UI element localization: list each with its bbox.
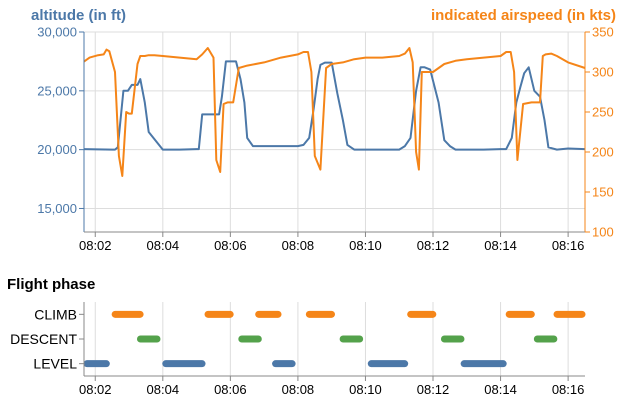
phase-segments bbox=[83, 310, 586, 368]
right-y-tick-label: 250 bbox=[592, 105, 614, 120]
left-axis-label: altitude (in ft) bbox=[31, 7, 126, 24]
top-series bbox=[83, 47, 586, 177]
top-grid bbox=[84, 31, 585, 232]
right-axis-label: indicated airspeed (in kts) bbox=[431, 7, 616, 24]
phase-label-climb: CLIMB bbox=[34, 306, 77, 322]
top-x-tick-label: 08:08 bbox=[282, 238, 315, 253]
left-y-tick-label: 25,000 bbox=[37, 83, 77, 98]
left-y-tick-label: 20,000 bbox=[37, 142, 77, 157]
airspeed-line bbox=[83, 47, 586, 177]
phase-label-level: LEVEL bbox=[33, 356, 77, 372]
right-y-tick-label: 200 bbox=[592, 145, 614, 160]
top-x-tick-label: 08:10 bbox=[349, 238, 382, 253]
right-y-tick-label: 350 bbox=[592, 25, 614, 40]
right-y-tick-label: 300 bbox=[592, 65, 614, 80]
phase-label-descent: DESCENT bbox=[10, 331, 77, 347]
left-y-tick-label: 15,000 bbox=[37, 201, 77, 216]
left-y-tick-label: 30,000 bbox=[37, 25, 77, 40]
bottom-axes: 08:02 08:04 08:06 08:08 08:10 08:12 08:14 08:16… bbox=[10, 302, 585, 397]
top-axes: 08:02 08:04 08:06 08:08 08:10 08:12 08:14 08:16… bbox=[37, 25, 613, 254]
bottom-x-tick-label: 08:12 bbox=[417, 382, 450, 397]
altitude-airspeed-chart: 08:02 08:04 08:06 08:08 08:10 08:12 08:14 08:16… bbox=[31, 7, 616, 253]
top-x-tick-label: 08:06 bbox=[214, 238, 247, 253]
flight-phase-title: Flight phase bbox=[7, 276, 95, 293]
bottom-x-tick-label: 08:14 bbox=[484, 382, 517, 397]
bottom-x-tick-label: 08:08 bbox=[282, 382, 315, 397]
top-x-tick-label: 08:12 bbox=[417, 238, 450, 253]
top-x-tick-label: 08:16 bbox=[552, 238, 585, 253]
right-y-tick-label: 150 bbox=[592, 185, 614, 200]
right-y-tick-label: 100 bbox=[592, 225, 614, 240]
bottom-x-tick-label: 08:16 bbox=[552, 382, 585, 397]
top-x-tick-label: 08:02 bbox=[79, 238, 112, 253]
flight-phase-chart: Flight phase 08:02 08:04 08:06 08:08 08:10 08… bbox=[7, 276, 586, 397]
altitude-line bbox=[83, 60, 586, 151]
bottom-x-tick-label: 08:10 bbox=[349, 382, 382, 397]
top-x-tick-label: 08:14 bbox=[484, 238, 517, 253]
top-x-tick-label: 08:04 bbox=[147, 238, 180, 253]
bottom-x-tick-label: 08:04 bbox=[147, 382, 180, 397]
bottom-x-tick-label: 08:06 bbox=[214, 382, 247, 397]
bottom-x-tick-label: 08:02 bbox=[79, 382, 112, 397]
